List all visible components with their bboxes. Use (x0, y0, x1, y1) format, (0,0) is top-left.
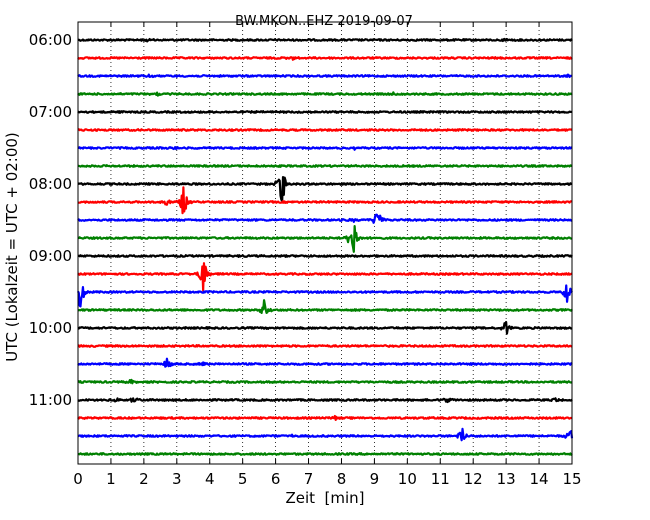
x-tick-label: 9 (370, 470, 380, 488)
trace-line (77, 397, 573, 404)
plot-frame (77, 21, 573, 465)
x-tick-label: 14 (530, 470, 549, 488)
trace-line (77, 253, 573, 258)
trace-line (77, 344, 573, 348)
x-axis: 0 1 2 3 4 5 6 7 8 9 10 11 12 13 14 15 (73, 22, 582, 488)
x-tick-label: 6 (271, 470, 281, 488)
trace-line (77, 164, 573, 168)
y-tick-label: 11:00 (29, 391, 72, 409)
x-tick-label: 4 (205, 470, 215, 488)
x-tick-label: 1 (106, 470, 116, 488)
trace-line (77, 110, 573, 114)
trace-line (77, 452, 573, 456)
x-tick-label: 10 (398, 470, 417, 488)
x-tick-label: 8 (337, 470, 347, 488)
trace-line (77, 175, 573, 202)
x-tick-label: 0 (73, 470, 83, 488)
trace-line (77, 357, 573, 368)
trace-line (77, 73, 573, 79)
trace-line (77, 414, 573, 421)
trace-line (77, 213, 573, 224)
trace-line (77, 186, 573, 215)
trace-line (77, 146, 573, 151)
y-tick-label: 09:00 (29, 247, 72, 265)
y-tick-label: 08:00 (29, 175, 72, 193)
y-tick-label: 06:00 (29, 31, 72, 49)
x-tick-label: 12 (464, 470, 483, 488)
y-tick-label: 07:00 (29, 103, 72, 121)
trace-line (77, 320, 573, 335)
trace-line (77, 128, 573, 132)
trace-line (77, 427, 574, 442)
x-tick-label: 7 (304, 470, 314, 488)
trace-group (76, 37, 574, 456)
trace-line (77, 225, 573, 253)
x-tick-label: 11 (431, 470, 450, 488)
trace-line (77, 91, 573, 97)
trace-line (76, 284, 573, 308)
x-tick-label: 3 (172, 470, 182, 488)
x-tick-label: 5 (238, 470, 248, 488)
trace-line (77, 378, 573, 385)
trace-line (77, 299, 573, 315)
x-grid (110, 22, 540, 464)
x-tick-label: 13 (497, 470, 516, 488)
y-tick-label: 10:00 (29, 319, 72, 337)
trace-line (77, 37, 573, 43)
y-axis-label: UTC (Lokalzeit = UTC + 02:00) (3, 132, 21, 362)
trace-line (77, 262, 573, 292)
x-tick-label: 15 (562, 470, 581, 488)
trace-line (77, 56, 573, 61)
y-axis: 06:00 07:00 08:00 09:00 10:00 11:00 (29, 31, 572, 409)
x-tick-label: 2 (139, 470, 149, 488)
x-axis-label: Zeit [min] (285, 489, 364, 507)
